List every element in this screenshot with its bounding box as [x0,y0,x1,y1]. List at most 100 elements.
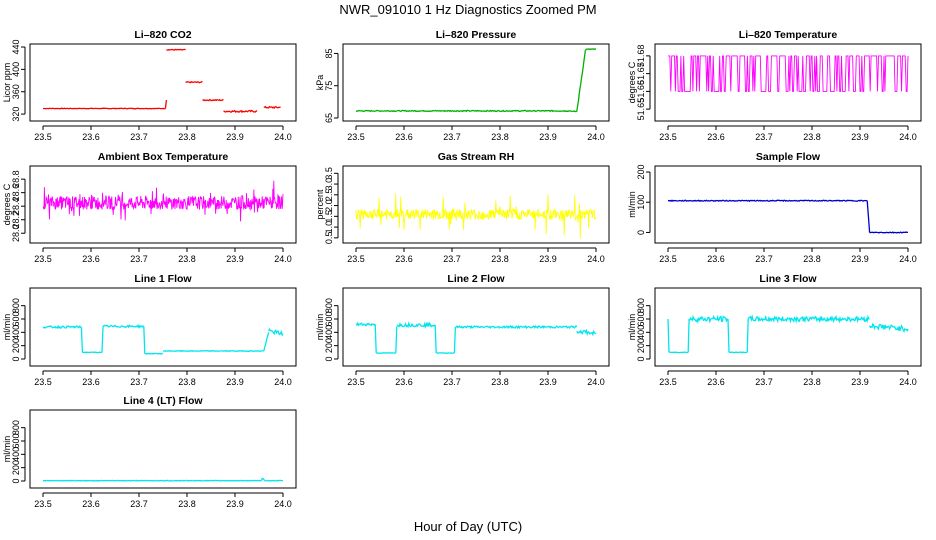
y-tick-label: 400 [11,447,21,462]
x-tick-label: 23.9 [539,377,557,387]
x-tick-label: 23.9 [226,132,244,142]
panel-title: Sample Flow [756,151,821,163]
x-tick-label: 23.7 [130,254,148,264]
x-tick-label: 23.7 [755,377,773,387]
x-tick-label: 23.5 [347,132,365,142]
y-tick-label: 0.5 [324,232,334,245]
y-axis-label: ml/min [627,314,637,341]
x-tick-label: 23.9 [226,377,244,387]
x-tick-label: 23.5 [347,377,365,387]
x-tick-label: 24.0 [587,254,605,264]
chart-panel: Line 1 Flow 23.5 23.6 23.7 23.8 23.9 24.0 0 2004… [2,273,297,387]
y-tick-label: 28.2 [11,211,21,229]
x-tick-label: 24.0 [274,254,292,264]
y-tick-label: 51.66 [636,80,646,103]
data-series-line [43,48,281,114]
x-tick-label: 23.6 [707,254,725,264]
x-tick-label: 23.6 [82,132,100,142]
x-tick-label: 23.8 [803,132,821,142]
chart-panel: Li–820 Pressure 23.5 23.6 23.7 23.8 23.9 24.0 6… [315,29,610,142]
x-tick-label: 23.5 [659,254,677,264]
x-tick-label: 23.8 [491,132,509,142]
y-tick-label: 0 [324,356,334,361]
x-tick-label: 23.7 [443,254,461,264]
y-tick-label: 75 [324,81,334,91]
panel-title: Gas Stream RH [438,151,514,163]
y-tick-label: 200 [324,338,334,353]
y-tick-label: 800 [11,420,21,435]
panel-title: Line 1 Flow [134,273,192,285]
x-tick-label: 23.8 [178,254,196,264]
x-tick-label: 23.7 [443,377,461,387]
x-tick-label: 23.6 [707,377,725,387]
y-axis-label: kPa [315,75,325,91]
y-tick-label: 2.0 [324,199,334,212]
y-tick-label: 200 [11,338,21,353]
y-tick-label: 1.0 [324,221,334,234]
y-tick-label: 51.68 [636,45,646,68]
y-tick-label: 400 [11,325,21,340]
panel-title: Line 4 (LT) Flow [123,395,203,407]
y-tick-label: 200 [636,338,646,353]
y-tick-label: 28.0 [11,224,21,242]
x-tick-label: 24.0 [274,377,292,387]
data-series-line [43,477,284,482]
x-tick-label: 23.8 [178,377,196,387]
x-tick-label: 23.5 [347,254,365,264]
x-tick-label: 24.0 [587,377,605,387]
plot-frame [654,43,922,122]
x-tick-label: 23.6 [395,132,413,142]
x-tick-label: 23.6 [82,377,100,387]
data-series-line [355,321,597,354]
x-tick-label: 23.8 [803,377,821,387]
x-tick-label: 23.7 [130,499,148,509]
y-axis-label: ml/min [627,191,637,218]
panels: Li–820 CO2 23.5 23.6 23.7 23.8 23.9 24.0 320 360… [2,29,922,509]
x-tick-label: 24.0 [899,254,917,264]
x-tick-label: 23.7 [443,132,461,142]
chart-panel: Li–820 Temperature 23.5 23.6 23.7 23.8 23.9 24… [627,29,922,142]
y-axis-label: ml/min [315,314,325,341]
y-tick-label: 51.67 [636,62,646,85]
plot-frame [29,287,297,367]
y-tick-label: 600 [324,311,334,326]
y-tick-label: 51.65 [636,98,646,121]
x-tick-label: 23.8 [178,132,196,142]
x-tick-label: 23.9 [226,254,244,264]
x-tick-label: 23.5 [659,132,677,142]
x-tick-label: 23.8 [178,499,196,509]
y-tick-label: 65 [324,113,334,123]
chart-panel: Line 4 (LT) Flow 23.5 23.6 23.7 23.8 23.9 24.0… [2,395,297,509]
y-tick-label: 600 [11,433,21,448]
panel-title: Ambient Box Temperature [98,151,229,163]
x-tick-label: 23.5 [659,377,677,387]
plot-frame [654,287,922,367]
y-tick-label: 2.5 [324,189,334,202]
plot-frame [342,43,610,122]
y-tick-label: 800 [324,298,334,313]
data-series-line [355,193,597,239]
x-tick-label: 23.8 [803,254,821,264]
common-x-axis-label: Hour of Day (UTC) [414,519,522,534]
y-tick-label: 400 [636,325,646,340]
x-tick-label: 23.7 [130,377,148,387]
x-tick-label: 24.0 [274,499,292,509]
y-tick-label: 400 [324,325,334,340]
x-tick-label: 23.6 [707,132,725,142]
y-tick-label: 3.0 [324,178,334,191]
y-tick-label: 320 [11,107,21,122]
y-tick-label: 360 [11,84,21,99]
y-tick-label: 200 [636,165,646,180]
x-tick-label: 23.5 [34,132,52,142]
y-tick-label: 0 [636,356,646,361]
x-tick-label: 24.0 [899,132,917,142]
x-tick-label: 23.7 [755,254,773,264]
data-series-line [667,199,908,234]
panel-title: Li–820 CO2 [134,29,191,41]
y-tick-label: 1.5 [324,210,334,223]
y-axis-label: percent [315,189,325,220]
x-tick-label: 23.5 [34,377,52,387]
plot-frame [29,43,297,122]
plot-frame [29,409,297,489]
